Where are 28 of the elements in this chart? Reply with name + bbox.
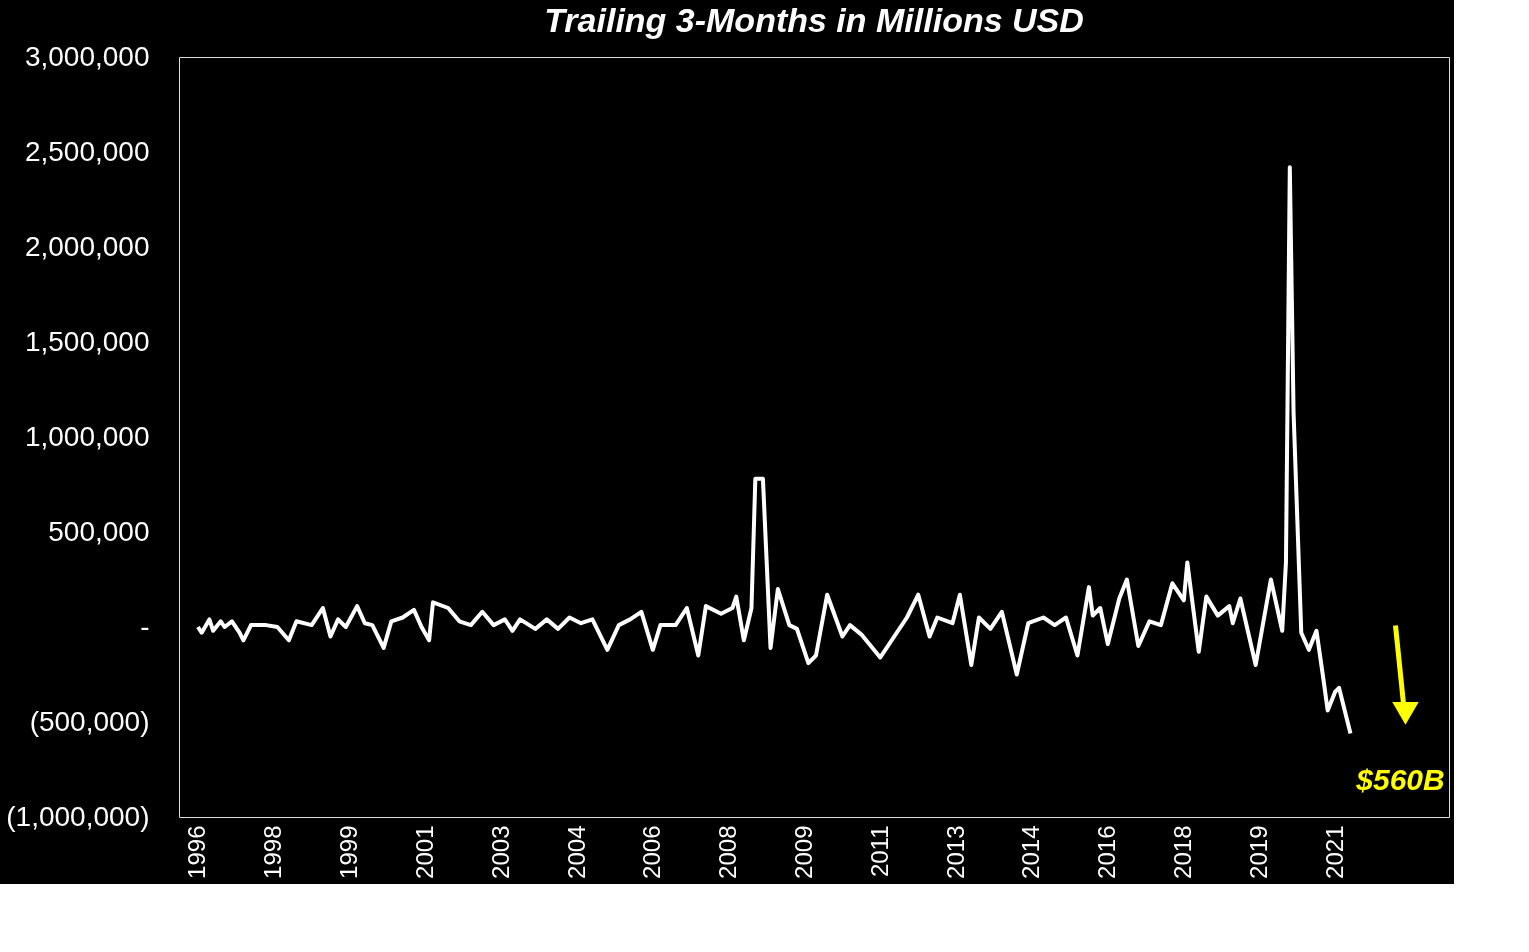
x-tick-label: 2001 [410, 825, 438, 879]
x-tick-label: 1996 [183, 825, 211, 879]
y-tick-label: (1,000,000) [6, 800, 150, 832]
x-tick-label: 2004 [562, 825, 590, 879]
x-tick-label: 2011 [865, 825, 893, 878]
annotation: $560B [1355, 763, 1445, 797]
y-tick-label: 1,000,000 [24, 420, 150, 452]
chart-title: Trailing 3-Months in Millions USD [544, 1, 1084, 39]
x-tick-label: 2013 [941, 825, 969, 879]
line-series [195, 165, 1353, 736]
y-tick-label: 2,500,000 [24, 135, 150, 167]
y-tick-label: 500,000 [48, 515, 150, 547]
x-tick-label: 1998 [259, 825, 287, 879]
x-tick-label: 2006 [638, 825, 666, 879]
y-tick-label: 1,500,000 [24, 325, 150, 357]
x-tick-label: 2003 [486, 825, 514, 879]
y-tick-label: 2,000,000 [24, 230, 150, 262]
x-tick-label: 2008 [714, 825, 742, 879]
y-tick-label: 3,000,000 [24, 40, 150, 72]
x-tick-label: 2019 [1244, 825, 1272, 879]
x-tick-label: 1999 [335, 825, 363, 879]
x-tick-label: 2009 [790, 825, 818, 879]
x-tick-label: 2016 [1093, 825, 1121, 879]
y-tick-label: - [140, 610, 150, 642]
x-tick-label: 2018 [1169, 825, 1197, 879]
y-tick-label: (500,000) [29, 705, 150, 737]
x-tick-label: 2014 [1017, 825, 1045, 879]
x-tick-label: 2021 [1320, 825, 1348, 879]
